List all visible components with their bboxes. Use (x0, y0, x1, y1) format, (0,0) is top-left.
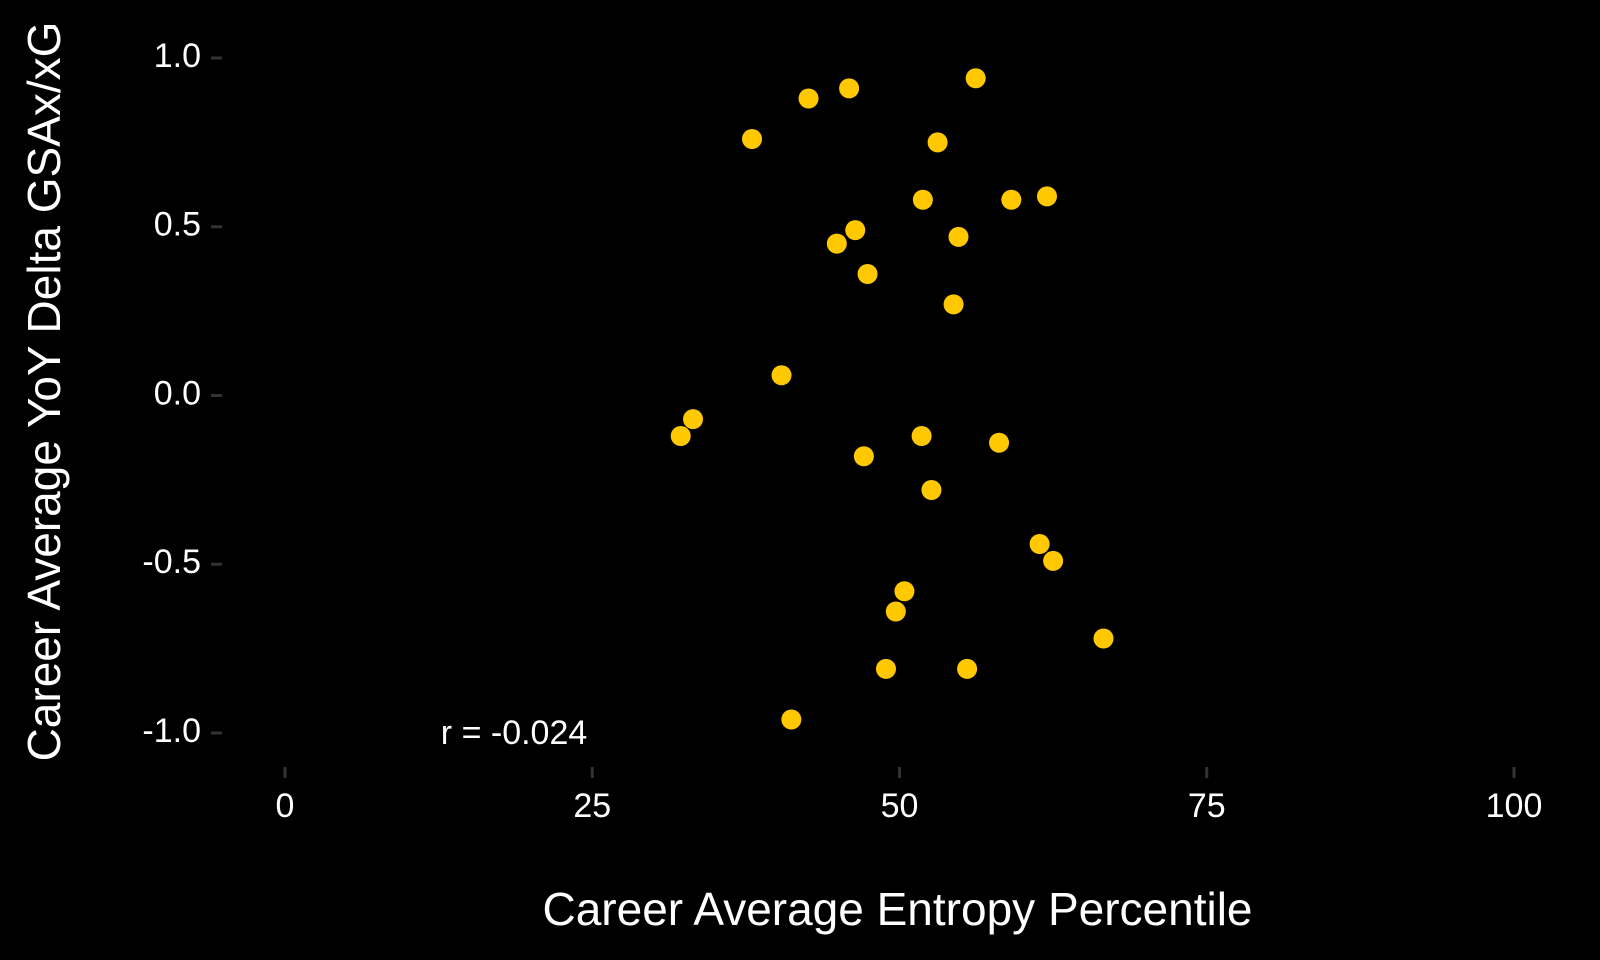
y-tick-label: 0.0 (154, 374, 201, 412)
y-tick-label: 0.5 (154, 206, 201, 244)
data-point (1093, 628, 1114, 649)
x-axis-title: Career Average Entropy Percentile (543, 883, 1253, 935)
x-tick-label: 100 (1486, 787, 1543, 825)
data-point (771, 365, 792, 386)
data-point (670, 426, 691, 446)
correlation-annotation: r = -0.024 (441, 714, 587, 752)
data-point (927, 132, 948, 153)
y-tick-label: -0.5 (142, 543, 201, 581)
x-tick-label: 75 (1188, 787, 1226, 825)
data-point (943, 294, 964, 315)
data-point (965, 68, 986, 89)
x-tick-label: 50 (881, 787, 919, 825)
data-point (989, 432, 1010, 453)
data-point (1036, 186, 1057, 207)
data-point (921, 480, 942, 500)
data-point (857, 264, 878, 284)
y-axis: 1.0 0.5 0.0 -0.5 -1.0 (142, 37, 222, 750)
data-point (875, 658, 896, 679)
data-point (853, 446, 874, 467)
data-point (742, 129, 763, 149)
data-point (845, 220, 866, 241)
data-point (911, 426, 932, 446)
data-point (1029, 534, 1050, 554)
x-tick-label: 25 (573, 787, 611, 825)
data-point (683, 409, 704, 430)
data-point (839, 78, 860, 99)
x-axis: 0 25 50 75 100 (276, 767, 1543, 825)
y-tick-label: -1.0 (142, 712, 201, 750)
y-tick-label: 1.0 (154, 37, 201, 75)
data-point (781, 709, 802, 730)
data-point (948, 226, 969, 247)
data-point (894, 581, 915, 602)
data-point (912, 189, 933, 210)
x-tick-label: 0 (276, 787, 295, 825)
data-point (885, 601, 906, 622)
data-point (826, 233, 847, 254)
data-point (1043, 550, 1064, 571)
data-point (1001, 189, 1022, 210)
data-point (798, 88, 819, 109)
data-points (670, 68, 1114, 730)
data-point (957, 658, 978, 679)
y-axis-title: Career Average YoY Delta GSAx/xG (18, 22, 70, 762)
